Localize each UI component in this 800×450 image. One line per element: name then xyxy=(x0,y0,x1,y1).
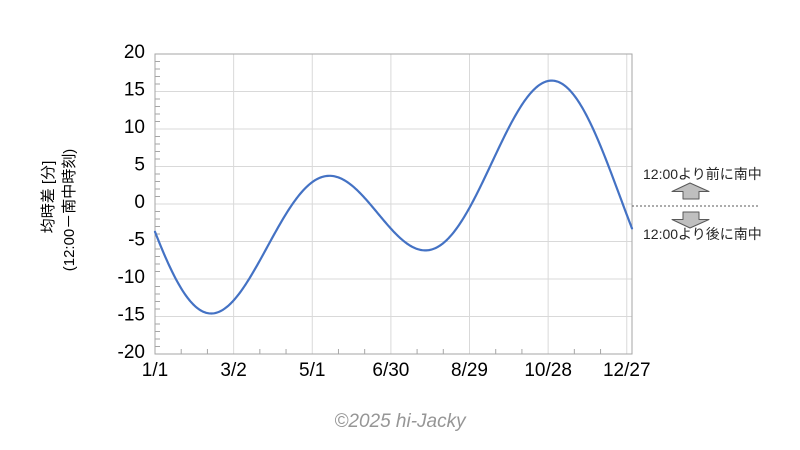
svg-text:8/29: 8/29 xyxy=(451,360,488,381)
svg-text:12/27: 12/27 xyxy=(603,360,651,381)
svg-text:0: 0 xyxy=(134,192,145,213)
svg-text:1/1: 1/1 xyxy=(142,360,168,381)
svg-text:12:00より後に南中: 12:00より後に南中 xyxy=(643,226,762,242)
svg-text:6/30: 6/30 xyxy=(372,360,409,381)
svg-text:15: 15 xyxy=(124,80,145,101)
svg-text:-15: -15 xyxy=(118,305,145,326)
svg-text:10/28: 10/28 xyxy=(524,360,572,381)
svg-text:20: 20 xyxy=(124,42,145,63)
svg-text:3/2: 3/2 xyxy=(220,360,246,381)
svg-text:5/1: 5/1 xyxy=(299,360,325,381)
svg-text:-10: -10 xyxy=(118,267,145,288)
svg-text:12:00より前に南中: 12:00より前に南中 xyxy=(643,166,762,182)
svg-text:-5: -5 xyxy=(128,230,145,251)
svg-text:5: 5 xyxy=(134,155,145,176)
svg-text:10: 10 xyxy=(124,117,145,138)
